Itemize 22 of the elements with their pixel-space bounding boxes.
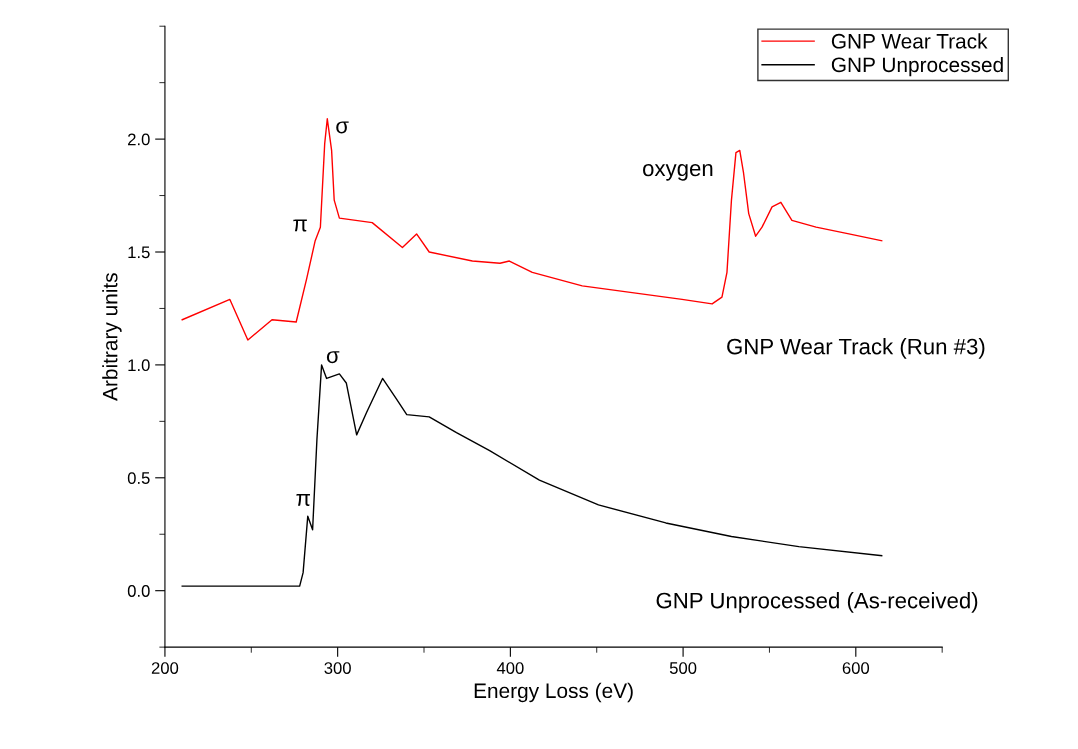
x-tick-label: 200 [151,662,179,674]
x-tick-label: 300 [324,662,351,674]
annotation: GNP Wear Track (Run #3) [727,338,985,359]
x-tick-label: 500 [669,662,697,674]
y-tick-label: 1.0 [128,359,150,372]
legend-label: GNP Unprocessed [831,56,1003,77]
annotation: π [296,493,310,506]
annotation: π [293,219,307,232]
legend-label: GNP Wear Track [831,33,988,49]
y-tick-label: 0.5 [127,472,150,484]
y-axis-title: Arbitrary units [102,273,122,401]
x-tick-label: 400 [496,662,524,674]
annotation: oxygen [643,164,713,181]
y-tick-label: 1.5 [128,246,150,259]
y-tick-label: 0.0 [127,585,150,597]
annotation: σ [336,121,349,134]
x-axis-title: Energy Loss (eV) [474,682,633,703]
x-tick-label: 600 [842,662,870,674]
annotation: σ [326,351,340,364]
y-tick-label: 2.0 [128,133,150,146]
annotation: GNP Unprocessed (As-received) [656,592,978,613]
line-series [181,364,883,587]
